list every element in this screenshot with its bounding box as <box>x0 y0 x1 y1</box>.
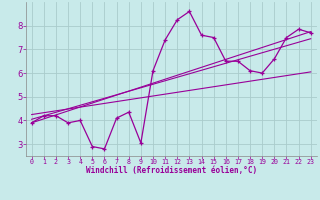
X-axis label: Windchill (Refroidissement éolien,°C): Windchill (Refroidissement éolien,°C) <box>86 166 257 175</box>
